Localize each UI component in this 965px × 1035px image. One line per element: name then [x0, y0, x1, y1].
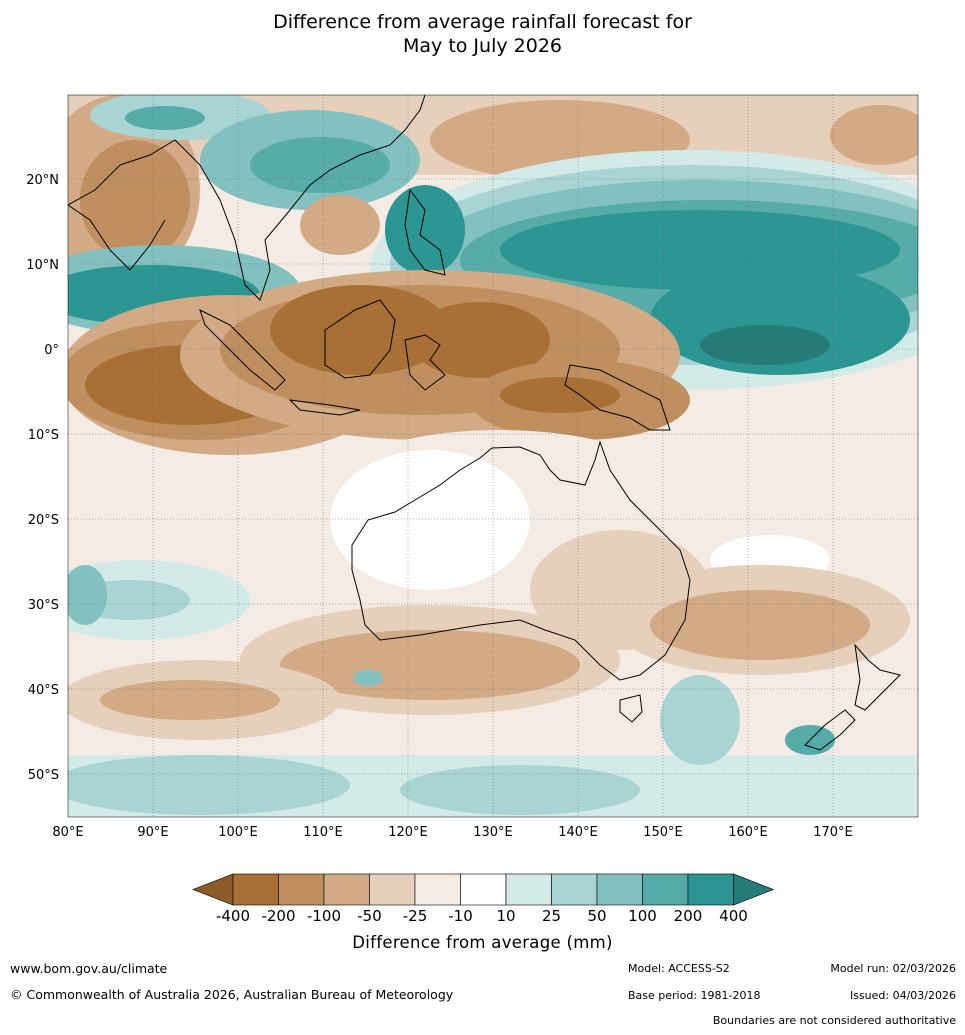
- colorbar-tick-label: 400: [719, 907, 748, 925]
- lat-label: 20°N: [26, 173, 59, 188]
- new-zealand-south-outline: [804, 709, 856, 751]
- colorbar-extend-low: [192, 873, 234, 906]
- colorbar-label: Difference from average (mm): [352, 933, 613, 952]
- lon-label: 90°E: [137, 825, 168, 840]
- lon-label: 80°E: [52, 825, 83, 840]
- india-outline: [68, 204, 166, 271]
- colorbar-tick-label: -200: [261, 907, 296, 925]
- lon-label: 100°E: [218, 825, 258, 840]
- australia-outline: [351, 440, 691, 681]
- coastlines: [68, 95, 901, 751]
- sumatra-outline: [199, 309, 286, 391]
- colorbar-segment: [551, 873, 598, 906]
- colorbar-tick-label: 200: [673, 907, 703, 925]
- colorbar-extend-high: [733, 873, 775, 906]
- colorbar-tick-label: -100: [306, 907, 342, 925]
- colorbar-segment: [414, 873, 461, 906]
- footer-url[interactable]: www.bom.gov.au/climate: [10, 961, 168, 976]
- lat-label: 10°N: [26, 258, 59, 273]
- colorbar-tick-label: 10: [496, 907, 516, 925]
- new-zealand-north-outline: [854, 643, 901, 711]
- colorbar-segment: [369, 873, 416, 906]
- lon-label: 140°E: [558, 825, 598, 840]
- map-frame: [67, 94, 919, 818]
- lat-axis-labels: 20°N 10°N 0° 10°S 20°S 30°S 40°S 50°S: [26, 173, 59, 783]
- lat-label: 40°S: [28, 683, 59, 698]
- footer-issued: Issued: 04/03/2026: [849, 989, 956, 1002]
- colorbar-tick-label: -400: [215, 907, 251, 925]
- lon-label: 130°E: [473, 825, 513, 840]
- java-outline: [288, 399, 361, 416]
- footer-copyright: © Commonwealth of Australia 2026, Austra…: [10, 987, 454, 1002]
- colorbar-segment: [323, 873, 370, 906]
- graticule: [68, 95, 918, 817]
- colorbar-segment: [232, 873, 279, 906]
- map-title-line1: Difference from average rainfall forecas…: [273, 11, 692, 33]
- lon-label: 110°E: [303, 825, 343, 840]
- footer-boundaries-note: Boundaries are not considered authoritat…: [712, 1014, 956, 1027]
- footer-model-run: Model run: 02/03/2026: [830, 962, 956, 975]
- colorbar-tick-label: 100: [628, 907, 657, 925]
- colorbar-segment: [278, 873, 325, 906]
- lon-label: 170°E: [813, 825, 853, 840]
- borneo-outline: [324, 299, 396, 379]
- colorbar-segment: [642, 873, 689, 906]
- lon-label: 150°E: [643, 825, 683, 840]
- philippines-outline: [404, 188, 446, 276]
- new-guinea-outline: [564, 364, 671, 431]
- colorbar-tick-label: 50: [587, 907, 607, 925]
- colorbar: [192, 873, 775, 906]
- colorbar-segment: [596, 873, 643, 906]
- lat-label: 0°: [44, 343, 59, 358]
- colorbar-tick-label: -25: [402, 907, 428, 925]
- colorbar-segment: [687, 873, 734, 906]
- colorbar-tick-label: -50: [357, 907, 382, 925]
- lat-label: 10°S: [28, 428, 59, 443]
- anomaly-field: [68, 95, 918, 817]
- lon-label: 160°E: [728, 825, 768, 840]
- tasmania-outline: [619, 694, 643, 723]
- lat-label: 30°S: [28, 598, 59, 613]
- footer-model: Model: ACCESS-S2: [628, 962, 730, 975]
- lat-label: 20°S: [28, 513, 59, 528]
- mainland-asia-outline: [68, 95, 426, 301]
- colorbar-segment: [505, 873, 552, 906]
- colorbar-segment: [460, 873, 507, 906]
- sulawesi-outline: [404, 334, 446, 391]
- lon-axis-labels: 80°E 90°E 100°E 110°E 120°E 130°E 140°E …: [52, 825, 852, 840]
- map-title-line2: May to July 2026: [403, 35, 562, 57]
- colorbar-tick-label: -10: [448, 907, 473, 925]
- colorbar-tick-label: 25: [541, 907, 562, 925]
- lat-label: 50°S: [28, 768, 59, 783]
- footer-base-period: Base period: 1981-2018: [628, 989, 761, 1002]
- lon-label: 120°E: [388, 825, 428, 840]
